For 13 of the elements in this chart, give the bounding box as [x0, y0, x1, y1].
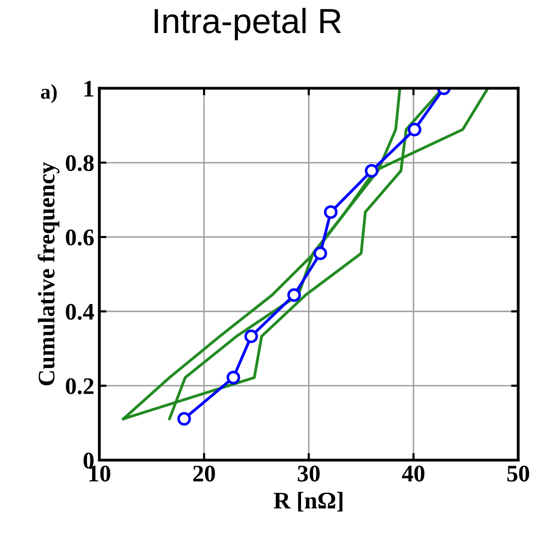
x-tick-label: 50: [507, 466, 530, 482]
chart-title: Intra-petal R: [154, 8, 341, 40]
x-tick-label: 20: [193, 466, 215, 482]
y-tick-label: 0.6: [66, 229, 94, 246]
y-tick-label: 0.4: [66, 304, 94, 320]
y-tick-label: 0.8: [66, 155, 94, 172]
y-axis-title: Cumulative frequency: [38, 162, 60, 386]
x-tick-label: 30: [298, 466, 320, 482]
y-tick-label: 1: [84, 80, 94, 96]
y-tick-label: 0.2: [66, 378, 94, 394]
x-axis-title: R [nΩ]: [274, 492, 342, 512]
text: a): [40, 84, 57, 104]
x-tick-label: 40: [402, 466, 424, 482]
